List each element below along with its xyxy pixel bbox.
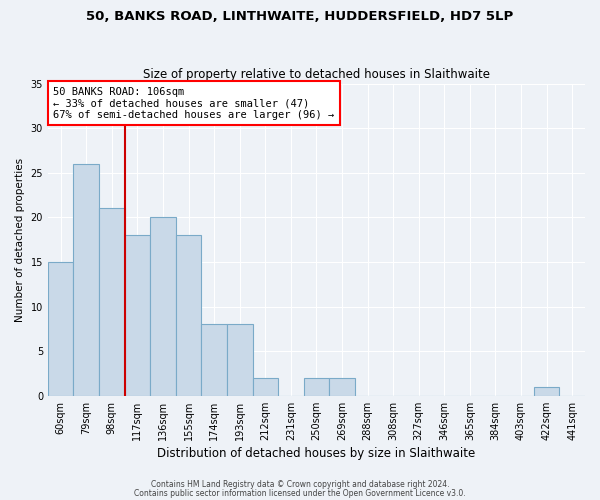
Bar [329,378,355,396]
Bar [534,387,559,396]
Bar [304,378,329,396]
Title: Size of property relative to detached houses in Slaithwaite: Size of property relative to detached ho… [143,68,490,81]
Bar [202,324,227,396]
Text: Contains public sector information licensed under the Open Government Licence v3: Contains public sector information licen… [134,488,466,498]
Bar [253,378,278,396]
X-axis label: Distribution of detached houses by size in Slaithwaite: Distribution of detached houses by size … [157,447,476,460]
Text: 50, BANKS ROAD, LINTHWAITE, HUDDERSFIELD, HD7 5LP: 50, BANKS ROAD, LINTHWAITE, HUDDERSFIELD… [86,10,514,23]
Bar [48,262,73,396]
Bar [150,218,176,396]
Bar [73,164,99,396]
Bar [125,235,150,396]
Bar [99,208,125,396]
Text: Contains HM Land Registry data © Crown copyright and database right 2024.: Contains HM Land Registry data © Crown c… [151,480,449,489]
Text: 50 BANKS ROAD: 106sqm
← 33% of detached houses are smaller (47)
67% of semi-deta: 50 BANKS ROAD: 106sqm ← 33% of detached … [53,86,335,120]
Bar [227,324,253,396]
Y-axis label: Number of detached properties: Number of detached properties [15,158,25,322]
Bar [176,235,202,396]
